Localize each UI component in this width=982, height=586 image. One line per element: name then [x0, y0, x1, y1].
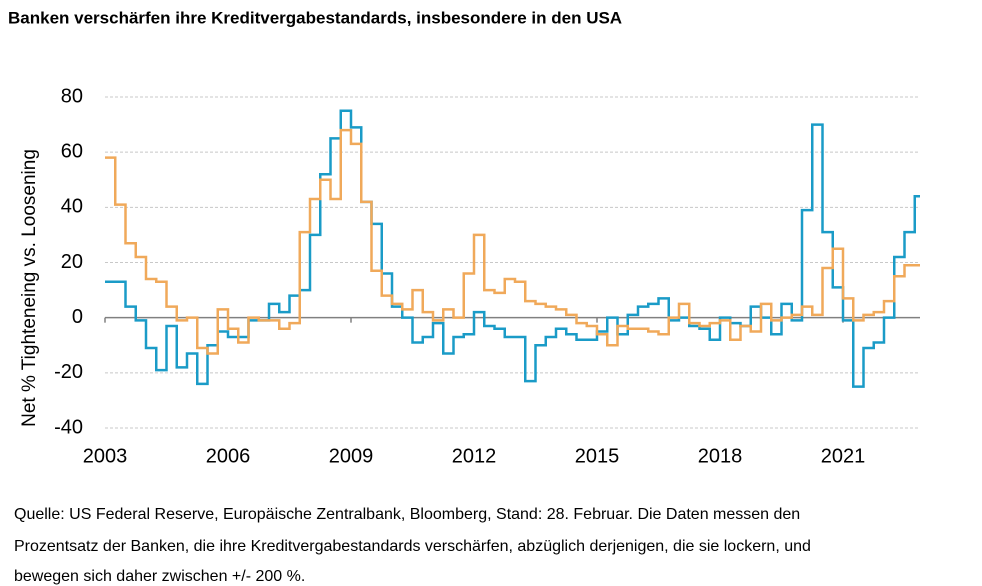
y-tick-label: 80 [61, 85, 83, 107]
x-tick-label: 2006 [206, 445, 251, 467]
footnote: Prozentsatz der Banken, die ihre Kreditv… [14, 538, 811, 555]
chart-title: Banken verschärfen ihre Kreditvergabesta… [8, 8, 622, 27]
x-tick-label: 2003 [83, 445, 128, 467]
y-tick-label: -40 [54, 416, 83, 438]
x-tick-label: 2018 [698, 445, 743, 467]
x-tick-label: 2015 [575, 445, 620, 467]
y-tick-label: 0 [72, 306, 83, 328]
y-tick-label: -20 [54, 361, 83, 383]
y-axis-label: Net % Tighteneing vs. Loosening [19, 149, 40, 427]
footnote: Quelle: US Federal Reserve, Europäische … [14, 506, 800, 523]
y-tick-label: 20 [61, 251, 83, 273]
y-tick-label: 60 [61, 140, 83, 162]
x-tick-label: 2009 [329, 445, 374, 467]
x-tick-label: 2012 [452, 445, 497, 467]
footnote: bewegen sich daher zwischen +/- 200 %. [14, 568, 305, 585]
series-line [105, 128, 920, 355]
x-tick-label: 2021 [821, 445, 866, 467]
y-tick-label: 40 [61, 196, 83, 218]
